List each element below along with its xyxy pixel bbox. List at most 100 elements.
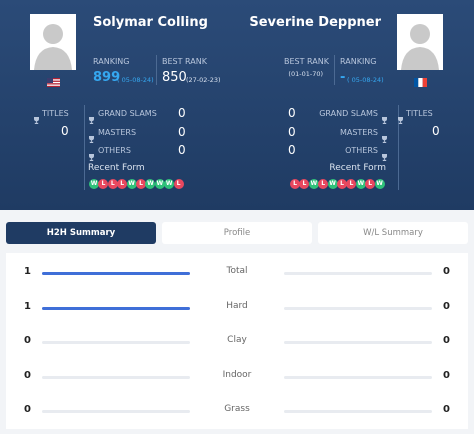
- form-badge: W: [145, 179, 156, 189]
- titles-label: TITLES: [42, 109, 69, 118]
- trophy-icon: [381, 146, 388, 161]
- divider: [156, 55, 157, 85]
- stat-label: OTHERS: [98, 146, 131, 155]
- best-rank-label: BEST RANK: [162, 57, 207, 66]
- form-badge: L: [318, 179, 329, 189]
- form-badge: W: [126, 179, 137, 189]
- divider: [334, 55, 335, 85]
- player1-count: 1: [24, 266, 31, 277]
- ranking: 899: [93, 70, 121, 85]
- form-badge: L: [98, 179, 109, 189]
- stat-label: GRAND SLAMS: [98, 109, 157, 118]
- stat-value: 0: [178, 106, 186, 120]
- summary-panel: [6, 253, 468, 429]
- bar: [42, 272, 190, 275]
- bar-track: [284, 410, 432, 414]
- stat-label: MASTERS: [98, 127, 137, 137]
- stat-label: OTHERS: [345, 146, 378, 155]
- player2-count: 0: [443, 404, 450, 416]
- tab[interactable]: W/L Summary: [318, 222, 468, 244]
- best-rank: 850: [162, 70, 187, 85]
- surface-label: Grass: [224, 404, 250, 415]
- bar: [42, 306, 190, 310]
- player1-count: 0: [24, 404, 31, 416]
- bar-track: [42, 272, 190, 275]
- best-rank-label: BEST RANK: [284, 57, 329, 66]
- stat-label: GRAND SLAMS: [319, 109, 378, 118]
- form-badge: W: [89, 179, 99, 189]
- ranking-date: ( 05-08-24): [347, 76, 384, 84]
- header: [0, 0, 474, 210]
- ranking-label: RANKING: [93, 57, 130, 66]
- player1-count: 0: [24, 335, 31, 347]
- titles: 0: [432, 124, 440, 138]
- trophy-icon: [381, 109, 388, 124]
- player2-count: 0: [443, 300, 450, 312]
- bar-track: [284, 375, 432, 379]
- stat-value: 0: [288, 106, 296, 120]
- player2-count: 0: [443, 369, 450, 381]
- bar-track: [284, 341, 432, 345]
- player1-count: 1: [24, 300, 31, 312]
- surface-label: Clay: [227, 335, 247, 346]
- surface-label: Total: [226, 266, 248, 276]
- stat-value: 0: [288, 124, 296, 139]
- form-badge: W: [154, 179, 165, 189]
- bar-track: [42, 306, 190, 310]
- form-badge: L: [365, 179, 376, 189]
- form-badge: L: [173, 179, 184, 189]
- trophy-icon: [397, 109, 404, 124]
- surface-label: Hard: [226, 300, 248, 311]
- tab[interactable]: Profile: [162, 222, 312, 244]
- player1-photo: [30, 14, 76, 70]
- form-badge: L: [337, 179, 347, 189]
- player2-count: 0: [443, 266, 450, 277]
- recent-form-label: Recent Form: [88, 163, 145, 173]
- form-badge: W: [327, 179, 338, 189]
- player2-name: Severine Deppner: [249, 15, 381, 30]
- form-badge: W: [374, 179, 385, 189]
- ranking-label: RANKING: [340, 57, 377, 66]
- bar-track: [42, 341, 190, 345]
- form-badge: L: [117, 179, 128, 189]
- trophy-icon: [88, 109, 95, 124]
- ranking: -: [340, 70, 346, 85]
- player1-count: 0: [24, 369, 31, 381]
- player2-flag: [414, 78, 427, 87]
- ranking-date: ( 05-08-24): [117, 76, 154, 84]
- trophy-icon: [381, 128, 388, 143]
- form-badge: W: [164, 179, 175, 189]
- divider: [398, 105, 399, 190]
- bar-track: [284, 272, 432, 275]
- form-badge: L: [299, 179, 310, 189]
- player1-flag: [47, 78, 60, 87]
- best-rank-date: (27-02-23): [186, 76, 221, 84]
- form-badge: L: [107, 179, 118, 189]
- best-rank-date: (01-01-70): [288, 70, 323, 78]
- bar-track: [284, 306, 432, 310]
- trophy-icon: [33, 109, 40, 124]
- titles: 0: [61, 124, 69, 138]
- stat-value: 0: [288, 143, 296, 157]
- stat-value: 0: [178, 143, 186, 157]
- stat-label: MASTERS: [339, 127, 378, 137]
- stat-value: 0: [178, 124, 186, 139]
- divider: [84, 105, 85, 190]
- recent-form-label: Recent Form: [329, 163, 386, 173]
- player2-photo: [397, 14, 443, 70]
- trophy-icon: [88, 128, 95, 143]
- player1-name: Solymar Colling: [93, 15, 208, 30]
- form-badge: L: [290, 179, 300, 189]
- surface-label: Indoor: [222, 369, 252, 380]
- tab[interactable]: H2H Summary: [6, 222, 156, 244]
- bar-track: [42, 375, 190, 379]
- titles-label: TITLES: [406, 109, 433, 118]
- form-badge: L: [136, 179, 146, 189]
- bar-track: [42, 410, 190, 414]
- trophy-icon: [88, 146, 95, 161]
- form-badge: L: [346, 179, 357, 189]
- form-badge: W: [355, 179, 366, 189]
- form-badge: W: [308, 179, 319, 189]
- player2-count: 0: [443, 335, 450, 347]
